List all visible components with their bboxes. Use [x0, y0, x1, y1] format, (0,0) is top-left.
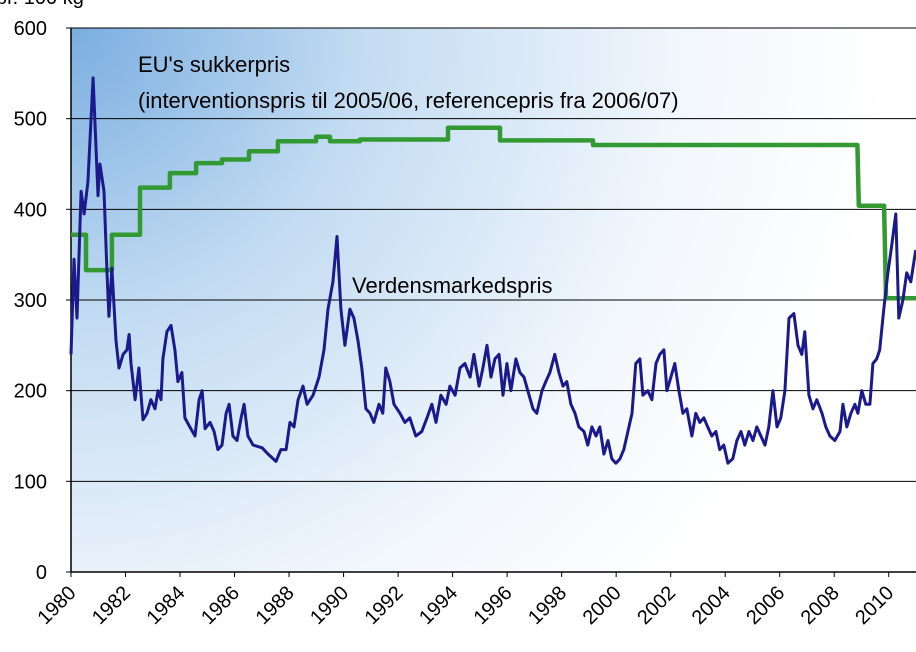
- y-axis-label: pr. 100 kg: [0, 0, 84, 9]
- x-tick-label: 1984: [143, 582, 190, 629]
- x-tick-label: 1992: [361, 582, 408, 629]
- annotation: (interventionspris til 2005/06, referenc…: [138, 88, 679, 113]
- y-tick-label: 100: [14, 471, 47, 493]
- x-tick-label: 2006: [742, 582, 789, 629]
- x-tick-label: 1990: [306, 582, 353, 629]
- x-tick-label: 1988: [252, 582, 299, 629]
- y-tick-label: 200: [14, 381, 47, 403]
- x-tick-label: 1996: [470, 582, 517, 629]
- y-tick-label: 600: [14, 18, 47, 40]
- x-tick-label: 1986: [197, 582, 244, 629]
- annotation: Verdensmarkedspris: [352, 273, 553, 298]
- line: [69, 76, 916, 465]
- x-tick-label: 1994: [415, 582, 462, 629]
- line: [71, 125, 916, 301]
- x-tick-label: 2004: [688, 582, 735, 629]
- annotation: EU's sukkerpris: [138, 52, 290, 77]
- y-tick-label: 300: [14, 290, 47, 312]
- x-tick-label: 2000: [579, 582, 626, 629]
- x-tick-label: 1980: [34, 582, 81, 629]
- x-tick-label: 2010: [851, 582, 898, 629]
- x-tick-label: 2002: [633, 582, 680, 629]
- x-tick-label: 1998: [524, 582, 571, 629]
- y-tick-label: 0: [36, 562, 47, 584]
- x-tick-label: 1982: [88, 582, 135, 629]
- x-tick-label: 2008: [797, 582, 844, 629]
- y-tick-label: 500: [14, 109, 47, 131]
- y-tick-label: 400: [14, 199, 47, 221]
